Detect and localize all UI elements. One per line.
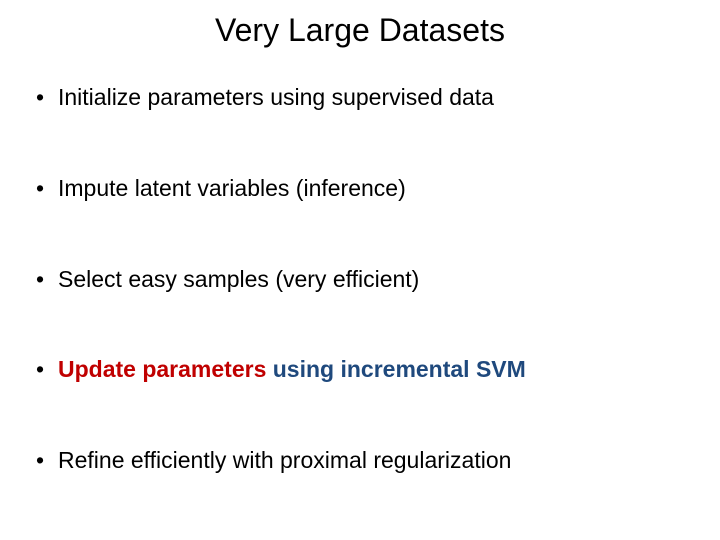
bullet-segment: using incremental SVM <box>273 356 526 382</box>
bullet-item: •Update parameters using incremental SVM <box>36 355 690 384</box>
bullet-segment: Update parameters <box>58 356 266 382</box>
bullet-dot-icon: • <box>36 174 58 203</box>
slide-title: Very Large Datasets <box>30 12 690 49</box>
bullet-text: Initialize parameters using supervised d… <box>58 83 690 112</box>
bullet-segment: Select easy samples (very efficient) <box>58 266 419 292</box>
bullet-text: Impute latent variables (inference) <box>58 174 690 203</box>
bullet-item: •Initialize parameters using supervised … <box>36 83 690 112</box>
bullet-segment: Impute latent variables (inference) <box>58 175 406 201</box>
bullet-text: Update parameters using incremental SVM <box>58 355 690 384</box>
bullet-dot-icon: • <box>36 446 58 475</box>
bullet-segment: Refine efficiently with proximal regular… <box>58 447 511 473</box>
bullet-text: Select easy samples (very efficient) <box>58 265 690 294</box>
bullet-item: •Refine efficiently with proximal regula… <box>36 446 690 475</box>
slide: Very Large Datasets •Initialize paramete… <box>0 0 720 540</box>
bullet-dot-icon: • <box>36 83 58 112</box>
bullet-text: Refine efficiently with proximal regular… <box>58 446 690 475</box>
bullet-segment: Initialize parameters using supervised d… <box>58 84 494 110</box>
bullet-item: •Select easy samples (very efficient) <box>36 265 690 294</box>
bullet-dot-icon: • <box>36 265 58 294</box>
bullet-item: •Impute latent variables (inference) <box>36 174 690 203</box>
bullet-list: •Initialize parameters using supervised … <box>30 83 690 475</box>
bullet-dot-icon: • <box>36 355 58 384</box>
